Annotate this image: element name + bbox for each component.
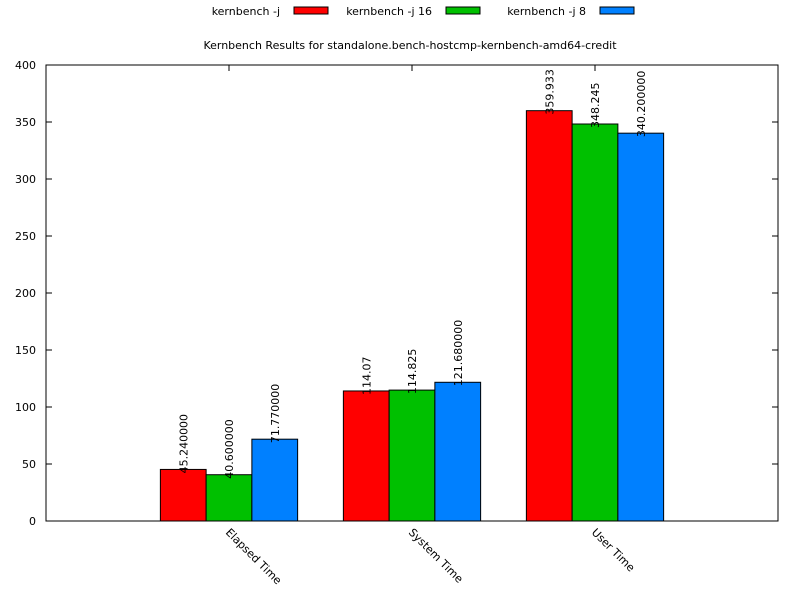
data-label: 71.770000: [269, 384, 282, 444]
x-tick-label: System Time: [406, 526, 466, 586]
legend-label: kernbench -j 16: [346, 5, 432, 18]
bar: [571, 123, 619, 522]
x-tick-label: User Time: [589, 526, 638, 575]
bar: [251, 438, 299, 522]
data-label: 114.825: [406, 349, 419, 395]
y-tick-label: 50: [22, 458, 36, 471]
y-tick-label: 400: [15, 59, 36, 72]
y-tick-label: 0: [29, 515, 36, 528]
bars: 45.240000 114.07 359.933 40.600000 114.825 34…: [159, 69, 665, 522]
bar: [617, 132, 665, 522]
legend-label: kernbench -j 8: [507, 5, 586, 18]
y-tick-label: 150: [15, 344, 36, 357]
y-tick-label: 250: [15, 230, 36, 243]
legend-swatch: [599, 6, 635, 15]
bar: [525, 110, 573, 522]
legend-label: kernbench -j: [212, 5, 280, 18]
y-tick-label: 300: [15, 173, 36, 186]
y-tick-label: 350: [15, 116, 36, 129]
bar: [159, 468, 207, 522]
data-label: 340.200000: [635, 71, 648, 137]
legend-swatch: [445, 6, 481, 15]
chart-title: Kernbench Results for standalone.bench-h…: [203, 39, 617, 52]
data-label: 40.600000: [223, 419, 236, 479]
bar: [205, 474, 253, 522]
x-tick-label: Elapsed Time: [223, 526, 284, 587]
data-label: 114.07: [360, 356, 373, 395]
y-tick-label: 100: [15, 401, 36, 414]
legend: kernbench -j kernbench -j 16 kernbench -j …: [212, 5, 635, 18]
bar: [342, 390, 390, 522]
data-label: 121.680000: [452, 320, 465, 386]
y-tick-label: 200: [15, 287, 36, 300]
bar: [388, 389, 436, 522]
bar: [434, 381, 482, 522]
data-label: 359.933: [543, 69, 556, 115]
data-label: 45.240000: [177, 414, 190, 474]
legend-swatch: [293, 6, 329, 15]
data-label: 348.245: [589, 83, 602, 129]
